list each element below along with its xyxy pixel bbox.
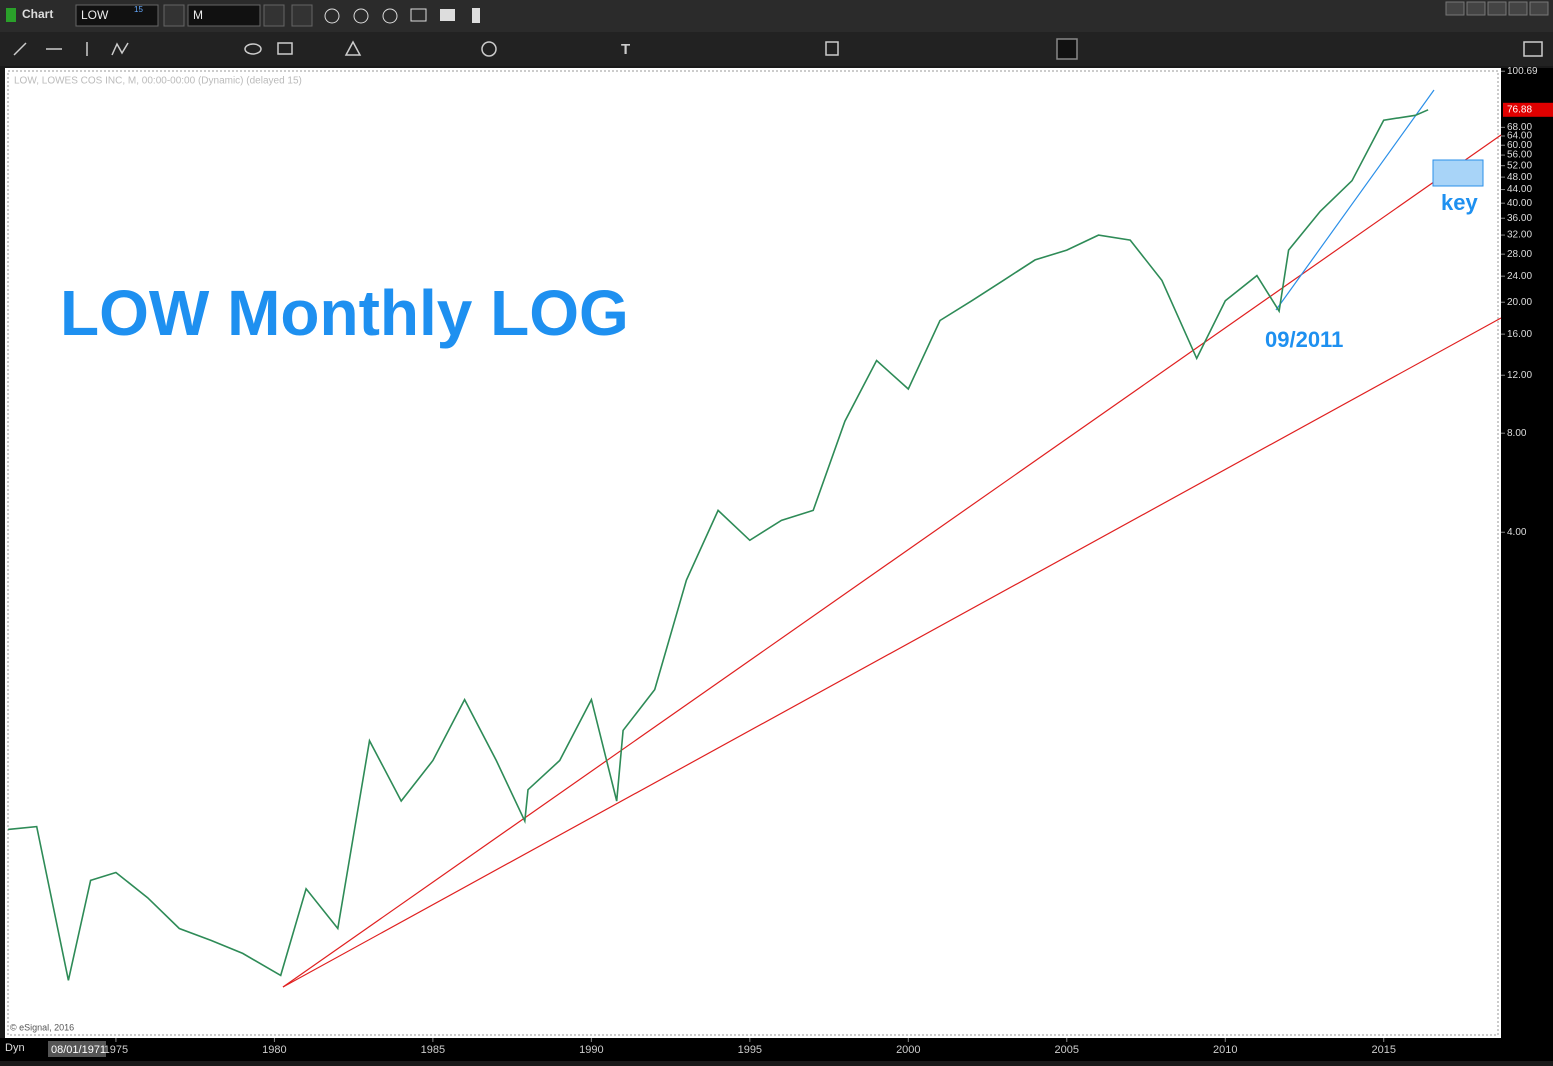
x-tick-label: 1985 xyxy=(421,1044,445,1056)
y-tick-label: 44.00 xyxy=(1507,184,1532,195)
annotation-date: 09/2011 xyxy=(1265,327,1343,352)
y-tick-label: 48.00 xyxy=(1507,172,1532,183)
y-tick-label: 64.00 xyxy=(1507,131,1532,142)
y-tick-label: 12.00 xyxy=(1507,370,1532,381)
comment-button[interactable] xyxy=(410,8,427,22)
x-tick-label: 2010 xyxy=(1213,1044,1237,1056)
x-tick-label: 2015 xyxy=(1371,1044,1395,1056)
trend-line xyxy=(282,134,1502,988)
y-tick-label: 28.00 xyxy=(1507,249,1532,260)
annotation-title: LOW Monthly LOG xyxy=(60,277,629,349)
window-title: Chart xyxy=(22,7,53,21)
minimize-button[interactable] xyxy=(1487,1,1507,16)
annotation-key: key xyxy=(1441,190,1478,215)
tool-grid[interactable] xyxy=(825,41,839,56)
chart-info: LOW, LOWES COS INC, M, 00:00-00:00 (Dyna… xyxy=(14,76,302,87)
x-tick-label: 2005 xyxy=(1055,1044,1079,1056)
app-icon xyxy=(6,8,16,22)
x-tick-label: 1995 xyxy=(738,1044,762,1056)
alert-button[interactable] xyxy=(382,8,398,24)
tool-magnet[interactable] xyxy=(1056,38,1078,60)
tool-text[interactable]: T xyxy=(621,41,630,58)
y-tick-label: 60.00 xyxy=(1507,140,1532,151)
y-tick-label: 68.00 xyxy=(1507,122,1532,133)
y-tick-label: 16.00 xyxy=(1507,329,1532,340)
help-button[interactable] xyxy=(1445,1,1465,16)
y-tick-label: 8.00 xyxy=(1507,428,1527,439)
twitter-button[interactable] xyxy=(440,9,455,21)
draw-button[interactable] xyxy=(291,4,313,27)
facebook-button[interactable] xyxy=(472,8,480,23)
y-tick-label: 4.00 xyxy=(1507,527,1527,538)
x-tick-label: 2000 xyxy=(896,1044,920,1056)
tool-line[interactable] xyxy=(13,42,27,56)
tool-rect[interactable] xyxy=(277,42,293,55)
x-tick-label: 1980 xyxy=(262,1044,286,1056)
mode: Dyn xyxy=(5,1042,25,1054)
y-tick-label: 32.00 xyxy=(1507,230,1532,241)
symbol: LOW xyxy=(81,8,109,22)
start-date-box xyxy=(48,1041,106,1057)
symbol-box[interactable] xyxy=(75,4,159,27)
y-tick-label: 52.00 xyxy=(1507,160,1532,171)
y-tick-label: 56.00 xyxy=(1507,150,1532,161)
refresh-button[interactable] xyxy=(324,8,340,24)
trend-line xyxy=(282,317,1502,988)
tool-wave[interactable] xyxy=(111,42,129,56)
play-button[interactable] xyxy=(353,8,369,24)
last-price: 76.88 xyxy=(1507,104,1532,115)
maximize-button[interactable] xyxy=(1508,1,1528,16)
key-zone xyxy=(1432,159,1484,187)
plot-area xyxy=(5,68,1501,1038)
x-tick-label: 1975 xyxy=(104,1044,128,1056)
close-button[interactable] xyxy=(1529,1,1549,16)
price-axis xyxy=(1501,68,1553,1061)
interval-box[interactable] xyxy=(187,4,261,27)
start-date: 08/01/1971 xyxy=(51,1044,106,1056)
settings-button[interactable] xyxy=(163,4,185,27)
last-price-box xyxy=(1503,102,1553,117)
y-tick-label: 40.00 xyxy=(1507,198,1532,209)
time-button[interactable] xyxy=(263,4,285,27)
copyright: © eSignal, 2016 xyxy=(10,1022,74,1032)
tool-circle[interactable] xyxy=(481,41,497,57)
y-tick-label: 24.00 xyxy=(1507,271,1532,282)
link-button[interactable] xyxy=(1466,1,1486,16)
drawing-toolbar xyxy=(0,32,1553,66)
y-tick-label: 36.00 xyxy=(1507,213,1532,224)
interval: M xyxy=(193,8,203,22)
plot-frame xyxy=(7,70,1499,1036)
drawing-tools: T xyxy=(13,38,1543,60)
trend-line xyxy=(1275,89,1435,311)
tool-ellipse[interactable] xyxy=(244,43,262,55)
x-tick-label: 1990 xyxy=(579,1044,603,1056)
tool-menu[interactable] xyxy=(1523,41,1543,57)
symbol-badge: 15 xyxy=(134,5,143,14)
y-tick-label: 20.00 xyxy=(1507,297,1532,308)
tool-triangle[interactable] xyxy=(344,40,362,56)
y-tick-label: 100.69 xyxy=(1507,66,1538,77)
price-line xyxy=(8,109,1429,981)
time-axis xyxy=(0,1038,1501,1061)
